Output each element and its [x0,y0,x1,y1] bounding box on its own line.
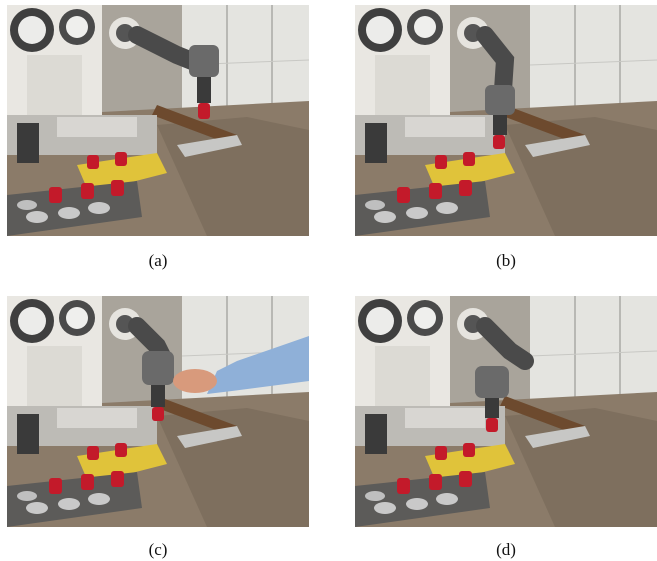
caption: (d) [355,540,657,560]
caption: (b) [355,251,657,271]
photo-c [7,296,309,527]
figure-page: (a) (b) (c) (d) (() => { const data = JS… [0,0,657,561]
caption: (a) [7,251,309,271]
caption: (c) [7,540,309,560]
photo-a [7,5,309,236]
photo-b [355,5,657,236]
photo-d [355,296,657,527]
